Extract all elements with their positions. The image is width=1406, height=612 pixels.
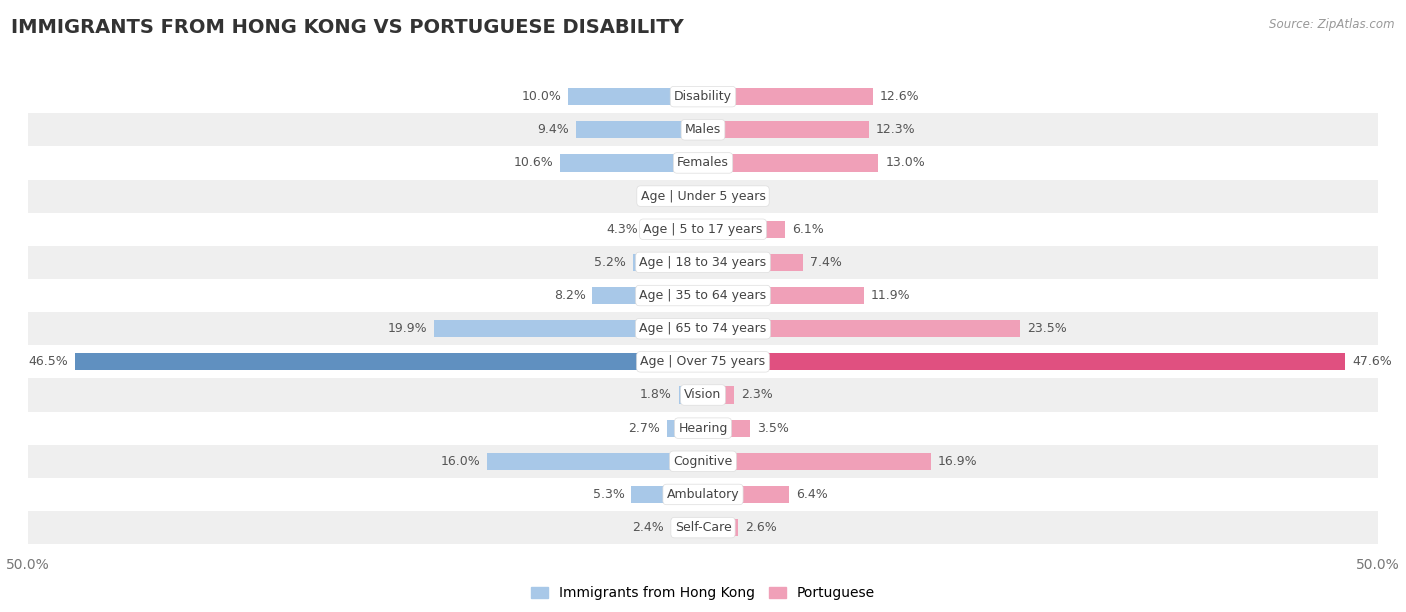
Text: IMMIGRANTS FROM HONG KONG VS PORTUGUESE DISABILITY: IMMIGRANTS FROM HONG KONG VS PORTUGUESE …	[11, 18, 683, 37]
Text: Hearing: Hearing	[678, 422, 728, 435]
Bar	[703, 353, 1346, 370]
Text: 2.7%: 2.7%	[628, 422, 659, 435]
Bar	[28, 212, 1378, 246]
Text: 12.6%: 12.6%	[880, 90, 920, 103]
Text: Source: ZipAtlas.com: Source: ZipAtlas.com	[1270, 18, 1395, 31]
Bar	[666, 420, 703, 437]
Text: 0.95%: 0.95%	[644, 190, 683, 203]
Text: 46.5%: 46.5%	[30, 356, 69, 368]
Text: Age | 5 to 17 years: Age | 5 to 17 years	[644, 223, 762, 236]
Text: 5.2%: 5.2%	[595, 256, 626, 269]
Text: Age | 65 to 74 years: Age | 65 to 74 years	[640, 322, 766, 335]
Text: Males: Males	[685, 123, 721, 136]
Text: 10.6%: 10.6%	[513, 157, 553, 170]
Text: 16.9%: 16.9%	[938, 455, 977, 468]
Text: Age | Under 5 years: Age | Under 5 years	[641, 190, 765, 203]
Text: Age | Over 75 years: Age | Over 75 years	[641, 356, 765, 368]
Text: 19.9%: 19.9%	[388, 322, 427, 335]
Bar	[703, 420, 751, 437]
Bar	[28, 80, 1378, 113]
Legend: Immigrants from Hong Kong, Portuguese: Immigrants from Hong Kong, Portuguese	[526, 581, 880, 606]
Bar	[28, 478, 1378, 511]
Bar	[28, 445, 1378, 478]
Text: Self-Care: Self-Care	[675, 521, 731, 534]
Text: 6.4%: 6.4%	[796, 488, 828, 501]
Bar	[703, 320, 1021, 337]
Text: 5.3%: 5.3%	[593, 488, 624, 501]
Bar	[486, 453, 703, 470]
Bar	[679, 386, 703, 404]
Bar	[671, 519, 703, 536]
Bar	[703, 287, 863, 304]
Bar	[28, 312, 1378, 345]
Text: Disability: Disability	[673, 90, 733, 103]
Bar	[28, 113, 1378, 146]
Text: 3.5%: 3.5%	[756, 422, 789, 435]
Bar	[631, 486, 703, 503]
Text: 16.0%: 16.0%	[440, 455, 481, 468]
Bar	[28, 411, 1378, 445]
Text: 2.4%: 2.4%	[633, 521, 664, 534]
Bar	[28, 511, 1378, 544]
Text: 6.1%: 6.1%	[792, 223, 824, 236]
Text: Ambulatory: Ambulatory	[666, 488, 740, 501]
Bar	[703, 220, 786, 238]
Text: 12.3%: 12.3%	[876, 123, 915, 136]
Text: 13.0%: 13.0%	[886, 157, 925, 170]
Bar	[592, 287, 703, 304]
Bar	[703, 453, 931, 470]
Text: 47.6%: 47.6%	[1353, 356, 1392, 368]
Bar	[703, 154, 879, 171]
Bar	[568, 88, 703, 105]
Bar	[703, 187, 724, 204]
Bar	[690, 187, 703, 204]
Bar	[703, 486, 789, 503]
Text: 7.4%: 7.4%	[810, 256, 842, 269]
Text: 1.6%: 1.6%	[731, 190, 763, 203]
Bar	[703, 254, 803, 271]
Bar	[703, 121, 869, 138]
Bar	[28, 378, 1378, 411]
Bar	[28, 279, 1378, 312]
Text: 1.8%: 1.8%	[640, 389, 672, 401]
Bar	[703, 519, 738, 536]
Bar	[576, 121, 703, 138]
Text: 4.3%: 4.3%	[606, 223, 638, 236]
Bar	[28, 146, 1378, 179]
Text: Age | 18 to 34 years: Age | 18 to 34 years	[640, 256, 766, 269]
Text: 2.6%: 2.6%	[745, 521, 776, 534]
Bar	[703, 386, 734, 404]
Text: 2.3%: 2.3%	[741, 389, 772, 401]
Text: Cognitive: Cognitive	[673, 455, 733, 468]
Bar	[703, 88, 873, 105]
Text: 23.5%: 23.5%	[1026, 322, 1067, 335]
Bar	[28, 246, 1378, 279]
Text: Age | 35 to 64 years: Age | 35 to 64 years	[640, 289, 766, 302]
Text: Females: Females	[678, 157, 728, 170]
Bar	[76, 353, 703, 370]
Bar	[28, 179, 1378, 212]
Text: 9.4%: 9.4%	[537, 123, 569, 136]
Bar	[434, 320, 703, 337]
Text: Vision: Vision	[685, 389, 721, 401]
Bar	[645, 220, 703, 238]
Bar	[28, 345, 1378, 378]
Text: 10.0%: 10.0%	[522, 90, 561, 103]
Text: 11.9%: 11.9%	[870, 289, 910, 302]
Text: 8.2%: 8.2%	[554, 289, 585, 302]
Bar	[633, 254, 703, 271]
Bar	[560, 154, 703, 171]
